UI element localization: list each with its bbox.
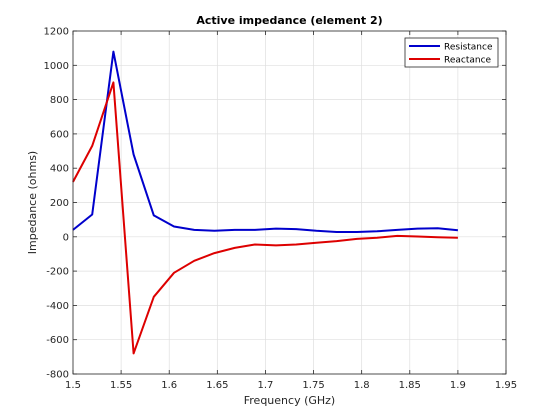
y-tick-label: -600 <box>46 335 69 346</box>
x-tick-label: 1.8 <box>354 380 370 391</box>
y-tick-label: 800 <box>50 95 69 106</box>
y-tick-label: 200 <box>50 198 69 209</box>
y-tick-label: 400 <box>50 164 69 175</box>
series-line-reactance <box>72 81 458 355</box>
y-tick-label: 1000 <box>44 61 69 72</box>
x-tick-label: 1.6 <box>161 380 177 391</box>
legend-label-resistance: Resistance <box>444 43 493 53</box>
y-tick-label: -800 <box>46 370 69 381</box>
series-line-resistance <box>72 50 459 233</box>
legend-label-reactance: Reactance <box>444 56 492 66</box>
chart-title: Active impedance (element 2) <box>196 14 382 27</box>
x-tick-label: 1.95 <box>495 380 517 391</box>
legend-box <box>404 37 499 68</box>
y-tick-label: -400 <box>46 301 69 312</box>
y-axis-label: Impedance (ohms) <box>26 151 39 254</box>
ticks: 1.5 1.55 1.6 1.65 1.7 1.75 1.8 1.85 1.9 1.95 -800 -… <box>44 27 518 392</box>
x-tick-label: 1.7 <box>257 380 273 391</box>
x-tick-label: 1.9 <box>450 380 466 391</box>
y-tick-label: 600 <box>50 129 69 140</box>
x-tick-label: 1.65 <box>206 380 228 391</box>
x-tick-label: 1.5 <box>65 380 81 391</box>
legend: Resistance Reactance <box>404 37 499 68</box>
x-tick-label: 1.75 <box>302 380 324 391</box>
y-tick-label: 0 <box>63 232 69 243</box>
x-axis-label: Frequency (GHz) <box>244 394 335 407</box>
y-tick-label: 1200 <box>44 27 69 38</box>
x-tick-label: 1.85 <box>399 380 421 391</box>
x-tick-label: 1.55 <box>110 380 132 391</box>
series-layer <box>72 50 459 355</box>
y-tick-label: -200 <box>46 267 69 278</box>
